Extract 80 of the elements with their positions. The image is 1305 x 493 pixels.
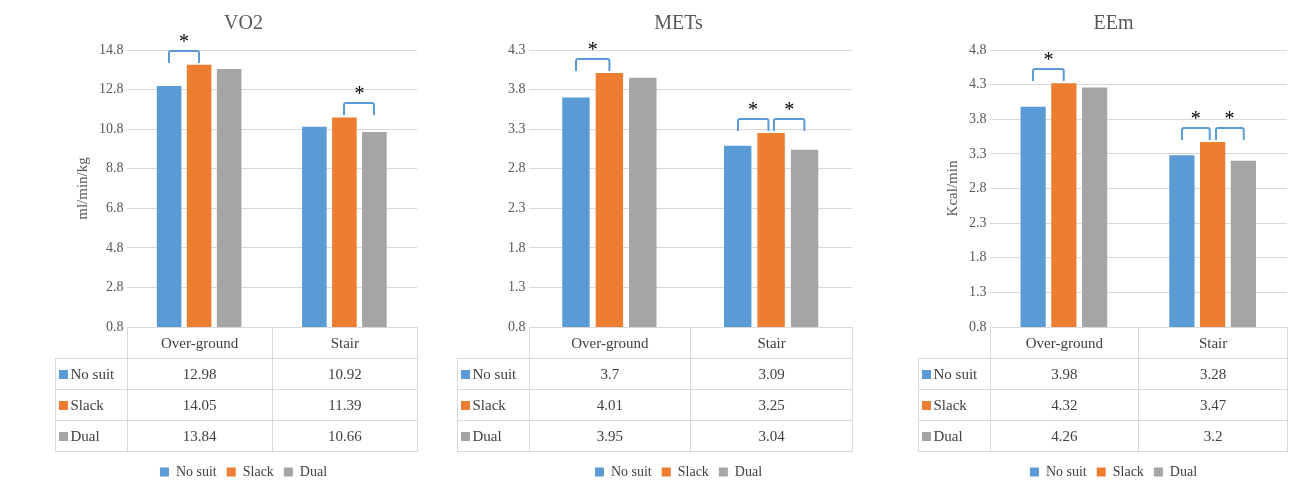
data-label: 3.47: [1138, 389, 1288, 421]
legend-label: Slack: [1112, 463, 1144, 479]
y-tick-label: 3.8: [969, 110, 987, 126]
annotation: *: [587, 37, 598, 60]
text: No suit: [1045, 463, 1087, 479]
legend-label: Dual: [734, 463, 763, 479]
data-label: 3.28: [1138, 358, 1288, 390]
y-tick-label: 2.8: [106, 279, 124, 295]
text: Slack: [242, 463, 274, 479]
data-label: 12.98: [126, 358, 273, 390]
legend-label: Slack: [677, 463, 709, 479]
legend-label: No suit: [917, 358, 991, 390]
chart-title: VO2: [224, 11, 263, 34]
y-tick-label: 8.8: [106, 160, 124, 176]
data-label: 3.98: [989, 358, 1140, 390]
chart-title: METs: [654, 11, 704, 34]
data-label: 10.92: [271, 358, 418, 390]
legend-label: Slack: [54, 389, 128, 421]
x-tick-label: Stair: [271, 327, 418, 359]
x-tick-label: Over-ground: [126, 327, 273, 359]
x-tick-label: Over-ground: [528, 327, 692, 359]
y-tick-label: 4.3: [969, 76, 987, 92]
y-axis-title: Kcal/min: [943, 160, 960, 217]
data-label: 13.84: [126, 420, 273, 452]
data-label: 3.25: [690, 389, 853, 421]
x-tick-label: Stair: [690, 327, 853, 359]
data-label: 4.26: [989, 420, 1140, 452]
text: Dual: [70, 427, 100, 444]
y-tick-label: 1.8: [969, 249, 987, 265]
data-label: 14.05: [126, 389, 273, 421]
text: Dual: [933, 427, 963, 444]
y-tick-label: 0.8: [969, 318, 987, 334]
y-tick-label: 3.3: [508, 120, 526, 136]
annotation: *: [179, 29, 190, 52]
annotation: *: [1190, 107, 1201, 130]
legend-label: Dual: [1169, 463, 1198, 479]
y-tick-label: 2.3: [508, 199, 526, 215]
y-tick-label: 1.3: [969, 284, 987, 300]
y-axis-title: ml/min/kg: [73, 156, 90, 220]
data-label: 3.7: [528, 358, 692, 390]
data-label: 10.66: [271, 420, 418, 452]
annotation: *: [1224, 107, 1235, 130]
text: Slack: [933, 396, 967, 413]
data-label: 3.09: [690, 358, 853, 390]
annotation: *: [1043, 48, 1054, 71]
y-tick-label: 0.8: [106, 318, 124, 334]
data-label: 11.39: [271, 389, 418, 421]
legend-label: Dual: [299, 463, 328, 479]
annotation: *: [784, 98, 795, 121]
annotation: *: [747, 98, 758, 121]
y-tick-label: 14.8: [99, 41, 124, 57]
y-tick-label: 2.8: [969, 180, 987, 196]
y-tick-label: 2.8: [508, 160, 526, 176]
x-tick-label: Stair: [1138, 327, 1288, 359]
data-label: 4.01: [528, 389, 692, 421]
chart-title: EEm: [1093, 11, 1134, 34]
x-tick-label: Over-ground: [989, 327, 1140, 359]
data-label: 3.2: [1138, 420, 1288, 452]
y-tick-label: 4.8: [969, 41, 987, 57]
y-tick-label: 4.3: [508, 41, 526, 57]
data-label: 3.04: [690, 420, 853, 452]
y-tick-label: 10.8: [99, 120, 124, 136]
data-label: 4.32: [989, 389, 1140, 421]
text: No suit: [610, 463, 652, 479]
y-tick-label: 2.3: [969, 214, 987, 230]
y-tick-label: 4.8: [106, 239, 124, 255]
annotation: *: [354, 82, 365, 105]
data-label: 3.95: [528, 420, 692, 452]
y-tick-label: 3.8: [508, 81, 526, 97]
text: Slack: [472, 396, 506, 413]
text: Dual: [472, 427, 502, 444]
y-tick-label: 1.3: [508, 279, 526, 295]
legend-label: No suit: [54, 358, 128, 390]
y-tick-label: 3.3: [969, 145, 987, 161]
y-tick-label: 1.8: [508, 239, 526, 255]
y-tick-label: 6.8: [106, 199, 124, 215]
text: No suit: [175, 463, 217, 479]
y-tick-label: 0.8: [508, 318, 526, 334]
y-tick-label: 12.8: [99, 81, 124, 97]
legend-label: No suit: [456, 358, 530, 390]
